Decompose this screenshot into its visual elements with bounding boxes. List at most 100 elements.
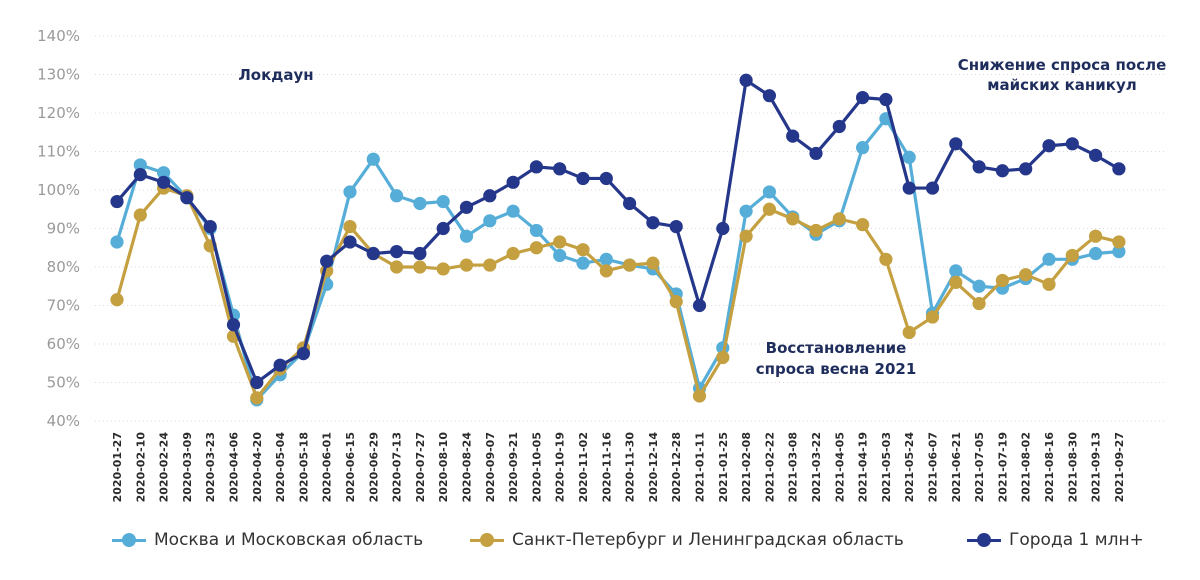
data-point — [553, 248, 567, 263]
x-tick-label: 2020-04-20 — [251, 432, 264, 503]
data-point — [995, 164, 1010, 178]
data-point — [692, 298, 707, 313]
data-point — [786, 129, 800, 143]
data-point — [1089, 229, 1103, 243]
data-point — [390, 260, 404, 274]
y-tick-label: 40% — [47, 412, 80, 430]
data-point — [133, 168, 147, 182]
data-point — [879, 92, 893, 107]
data-point — [1042, 252, 1056, 266]
data-point — [506, 246, 520, 261]
data-point — [553, 162, 567, 176]
data-point — [250, 391, 264, 405]
y-tick-label: 60% — [47, 335, 80, 353]
x-tick-label: 2021-07-19 — [996, 432, 1009, 502]
annotation-recovery: Восстановление спроса весна 2021 — [756, 339, 917, 378]
legend: Москва и Московская область Санкт-Петербу… — [0, 520, 1200, 560]
y-tick-label: 100% — [37, 181, 80, 199]
series-line — [115, 117, 1120, 402]
x-tick-label: 2020-05-04 — [274, 432, 287, 503]
legend-item-1: Москва и Московская область — [112, 520, 423, 560]
data-point — [366, 246, 380, 261]
y-tick-label: 70% — [47, 297, 80, 315]
y-tick-label: 140% — [37, 27, 80, 45]
legend-label: Города 1 млн+ — [1009, 530, 1144, 550]
x-axis-ticks: 2020-01-27 2020-02-10 2020-02-24 2020-03-09… — [111, 432, 1126, 503]
x-tick-label: 2020-06-01 — [321, 432, 334, 502]
data-point — [110, 194, 124, 209]
x-tick-label: 2020-06-29 — [367, 432, 380, 502]
y-tick-label: 130% — [37, 66, 80, 84]
data-point — [879, 252, 893, 266]
data-point — [925, 310, 940, 324]
data-point — [902, 325, 916, 340]
data-point — [1019, 268, 1033, 282]
data-point — [1019, 162, 1033, 176]
data-point — [483, 258, 497, 272]
data-point — [529, 241, 544, 255]
line-chart: 40% 50% 60% 70% 80% 90% 100% 110% 120% 130% 140% 2… — [37, 27, 1167, 503]
data-point — [413, 196, 427, 211]
data-point — [226, 318, 241, 332]
data-point — [762, 89, 777, 103]
data-point — [809, 223, 823, 238]
y-axis-ticks: 40% 50% 60% 70% 80% 90% 100% 110% 120% 130% 140% — [37, 27, 80, 430]
x-tick-label: 2021-09-13 — [1090, 432, 1103, 502]
x-tick-label: 2020-02-10 — [134, 432, 147, 503]
series-lines — [110, 73, 1126, 407]
data-point — [1065, 137, 1079, 151]
data-point — [669, 295, 683, 309]
data-point — [623, 258, 637, 272]
data-point — [506, 175, 520, 189]
series-line — [115, 78, 1120, 385]
data-point — [413, 246, 427, 261]
data-point — [576, 256, 590, 270]
data-point — [436, 221, 450, 236]
x-tick-label: 2020-10-05 — [530, 432, 543, 502]
legend-item-3: Города 1 млн+ — [967, 520, 1144, 560]
data-point — [390, 245, 404, 259]
x-tick-label: 2020-03-09 — [181, 432, 194, 502]
data-point — [576, 171, 590, 186]
data-point — [343, 235, 357, 249]
data-point — [949, 137, 963, 151]
x-tick-label: 2020-12-14 — [647, 432, 660, 503]
data-point — [716, 350, 730, 365]
data-point — [1089, 246, 1103, 261]
data-point — [762, 202, 777, 216]
legend-marker-icon — [112, 530, 146, 550]
legend-item-2: Санкт-Петербург и Ленинградская область — [470, 520, 904, 560]
annotation-decline: Снижение спроса после майских каникул — [958, 56, 1167, 94]
x-tick-label: 2020-08-10 — [437, 432, 450, 503]
data-point — [832, 119, 846, 134]
data-point — [273, 358, 287, 372]
data-point — [576, 243, 590, 257]
x-tick-label: 2020-05-18 — [297, 432, 310, 502]
x-tick-label: 2021-06-07 — [927, 432, 940, 502]
x-tick-label: 2020-11-02 — [577, 432, 590, 502]
x-tick-label: 2020-07-13 — [391, 432, 404, 502]
data-point — [343, 219, 357, 234]
y-tick-label: 110% — [37, 143, 80, 161]
x-tick-label: 2020-03-23 — [204, 432, 217, 502]
data-point — [786, 212, 800, 226]
data-point — [972, 279, 986, 293]
data-point — [506, 204, 520, 218]
data-point — [483, 214, 497, 228]
data-point — [739, 229, 753, 243]
data-point — [1112, 245, 1126, 259]
x-tick-label: 2021-04-19 — [857, 432, 870, 502]
x-tick-label: 2021-08-16 — [1043, 432, 1056, 503]
annotation-lockdown: Локдаун — [238, 66, 313, 84]
data-point — [716, 221, 730, 236]
data-point — [599, 264, 613, 278]
data-point — [949, 264, 963, 278]
x-tick-label: 2021-07-05 — [973, 432, 986, 502]
data-point — [250, 375, 264, 390]
x-tick-label: 2020-09-21 — [507, 432, 520, 502]
data-point — [856, 91, 870, 105]
data-point — [995, 273, 1010, 288]
data-point — [529, 223, 544, 238]
x-tick-label: 2020-01-27 — [111, 432, 124, 502]
data-point — [972, 160, 986, 174]
